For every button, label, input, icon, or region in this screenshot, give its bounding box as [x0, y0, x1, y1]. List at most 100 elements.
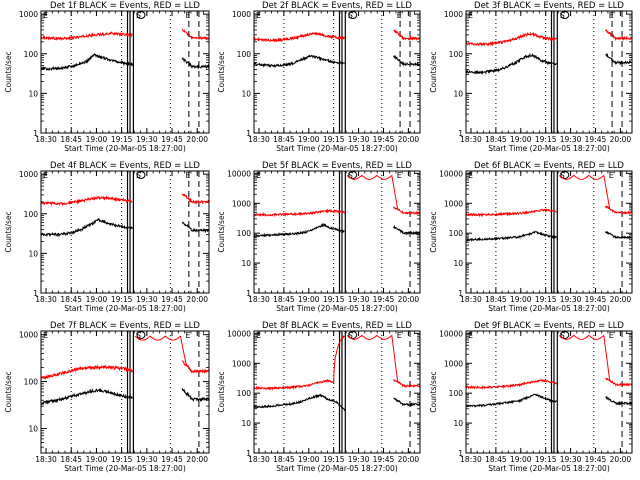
x-tick-label: 19:15 — [323, 135, 345, 144]
lld-rate-line-post — [181, 193, 210, 205]
x-axis-label: Start Time (20-Mar-05 18:27:00) — [276, 144, 398, 153]
y-tick-label: 10 — [28, 424, 38, 433]
y-tick-label: 1 — [33, 129, 38, 138]
x-tick-label: 20:00 — [398, 455, 420, 464]
x-tick-label: 19:45 — [373, 135, 395, 144]
y-tick-label: 10 — [241, 259, 251, 268]
x-tick-label: 19:30 — [348, 295, 370, 304]
lld-rate-line — [253, 208, 345, 218]
y-tick-label: 10 — [241, 419, 251, 428]
y-tick-label: 10 — [28, 89, 38, 98]
x-tick-label: 18:45 — [273, 455, 295, 464]
y-tick-label: 10 — [453, 89, 463, 98]
y-tick-label: 100 — [24, 50, 39, 59]
x-axis-label: Start Time (20-Mar-05 18:27:00) — [276, 304, 398, 313]
lld-saturated-line — [558, 174, 605, 180]
lld-rate-line — [253, 334, 345, 391]
lld-drop-line — [391, 335, 399, 383]
y-tick-label: 1 — [458, 289, 463, 298]
lld-rate-line — [465, 31, 557, 47]
x-tick-label: 19:15 — [535, 295, 557, 304]
y-tick-label: 1000 — [19, 331, 38, 340]
event-rate-line-post — [605, 52, 633, 66]
x-tick-label: 19:45 — [161, 135, 183, 144]
lld-rate-line — [465, 208, 557, 218]
y-tick-label: 1000 — [232, 10, 251, 19]
x-tick-label: 18:30 — [35, 135, 57, 144]
y-tick-label: 10 — [241, 89, 251, 98]
x-tick-label: 19:30 — [348, 135, 370, 144]
x-tick-label: 19:45 — [161, 295, 183, 304]
x-tick-label: 19:15 — [535, 455, 557, 464]
event-rate-line — [40, 217, 134, 238]
eclipse-marker-icon: E — [397, 331, 402, 340]
lld-rate-line-post — [181, 28, 210, 41]
event-rate-line — [465, 52, 557, 75]
start-marker-icon: E — [43, 331, 48, 340]
lld-rate-line — [40, 364, 134, 380]
y-tick-label: 100 — [449, 389, 464, 398]
y-tick-label: 1000 — [232, 359, 251, 368]
x-tick-label: 19:30 — [560, 455, 582, 464]
plot-frame — [465, 330, 633, 454]
event-rate-line — [465, 393, 557, 408]
y-tick-label: 10 — [453, 259, 463, 268]
panel-6: Det 6f BLACK = Events, RED = LLD Counts/s… — [429, 161, 633, 313]
x-axis-label: Start Time (20-Mar-05 18:27:00) — [276, 464, 398, 473]
y-tick-label: 100 — [24, 378, 39, 387]
event-rate-line-post — [181, 57, 210, 70]
x-axis-label: Start Time (20-Mar-05 18:27:00) — [64, 304, 186, 313]
x-tick-label: 18:30 — [248, 455, 270, 464]
y-axis-label: Counts/sec — [429, 371, 438, 412]
x-tick-label: 20:00 — [398, 295, 420, 304]
x-axis-label: Start Time (20-Mar-05 18:27:00) — [488, 464, 610, 473]
eclipse-marker-icon: E — [397, 171, 402, 180]
y-tick-label: 1000 — [19, 10, 38, 19]
x-tick-label: 19:00 — [510, 135, 532, 144]
lld-saturated-line — [346, 334, 393, 340]
lld-drop-line — [179, 336, 187, 367]
event-rate-line — [253, 222, 345, 238]
x-tick-label: 20:00 — [186, 455, 208, 464]
y-tick-label: 1 — [458, 449, 463, 458]
y-tick-label: 1000 — [444, 199, 463, 208]
x-tick-label: 19:00 — [510, 455, 532, 464]
x-tick-label: 18:45 — [485, 295, 507, 304]
lld-rate-line — [40, 195, 133, 207]
eclipse-marker-icon: E — [609, 331, 614, 340]
start-marker-icon: E — [43, 171, 48, 180]
event-rate-line-post — [392, 224, 421, 236]
event-rate-line — [466, 230, 557, 242]
plot-frame — [40, 170, 210, 294]
y-tick-label: 1000 — [444, 10, 463, 19]
x-tick-label: 19:45 — [585, 135, 607, 144]
eclipse-marker-icon: E — [609, 11, 614, 20]
x-tick-label: 19:15 — [535, 135, 557, 144]
saa-marker-icon: S — [348, 11, 353, 20]
x-axis-label: Start Time (20-Mar-05 18:27:00) — [488, 144, 610, 153]
y-axis-label: Counts/sec — [217, 211, 226, 252]
x-tick-label: 19:00 — [298, 135, 320, 144]
x-tick-label: 19:15 — [111, 295, 133, 304]
event-rate-line-post — [181, 387, 210, 403]
x-tick-label: 19:45 — [585, 295, 607, 304]
x-tick-label: 19:30 — [136, 135, 158, 144]
start-marker-icon: E — [468, 171, 473, 180]
y-tick-label: 1000 — [444, 359, 463, 368]
saa-marker-icon: S — [560, 11, 565, 20]
y-tick-label: 100 — [24, 210, 39, 219]
panel-title: Det 4f BLACK = Events, RED = LLD — [50, 161, 200, 171]
panel-title: Det 3f BLACK = Events, RED = LLD — [474, 1, 624, 11]
x-tick-label: 19:00 — [86, 455, 108, 464]
x-tick-label: 18:30 — [460, 455, 482, 464]
x-tick-label: 18:45 — [485, 455, 507, 464]
plot-frame — [465, 170, 633, 294]
y-tick-label: 10000 — [227, 329, 251, 338]
x-tick-label: 18:45 — [60, 135, 82, 144]
event-rate-line — [253, 393, 345, 411]
y-axis-label: Counts/sec — [4, 371, 13, 412]
saa-marker-icon: S — [348, 331, 353, 340]
event-rate-line-post — [181, 221, 210, 234]
x-tick-label: 19:00 — [86, 295, 108, 304]
